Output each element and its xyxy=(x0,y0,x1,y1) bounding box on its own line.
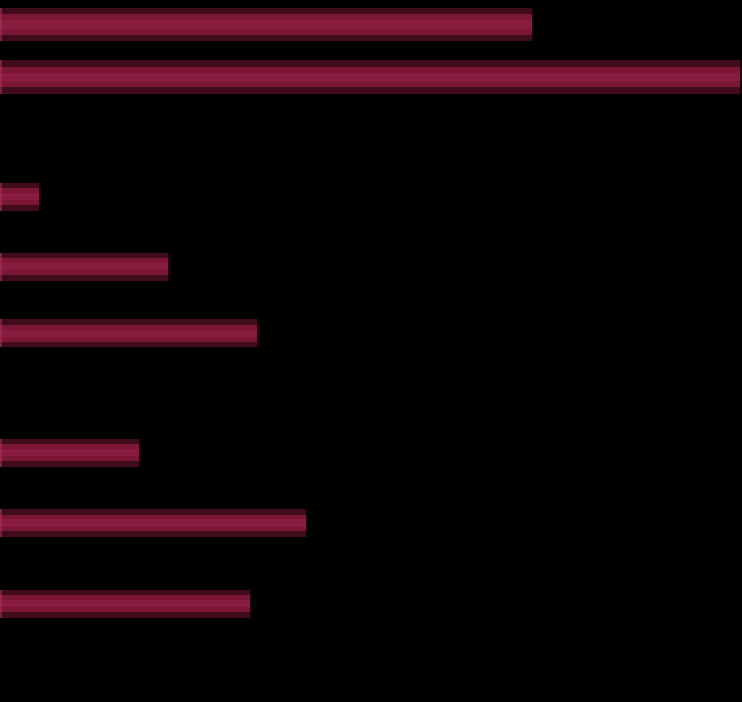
Bar xyxy=(0,20,534,29)
Bar xyxy=(0,439,2,467)
Bar xyxy=(0,319,260,325)
Bar xyxy=(0,8,2,41)
Bar xyxy=(0,319,2,347)
Bar xyxy=(0,509,2,537)
Bar xyxy=(0,60,742,67)
Bar xyxy=(0,612,252,618)
Bar xyxy=(0,461,141,467)
Bar xyxy=(0,439,141,467)
Bar xyxy=(0,34,534,41)
Bar xyxy=(0,87,742,94)
Bar xyxy=(139,439,141,467)
Bar xyxy=(740,60,742,94)
Bar xyxy=(0,509,308,537)
Bar xyxy=(0,590,2,618)
Bar xyxy=(168,253,171,281)
Bar xyxy=(0,183,41,188)
Bar xyxy=(0,590,252,595)
Bar xyxy=(0,330,260,337)
Bar xyxy=(39,183,41,211)
Bar xyxy=(0,8,534,15)
Bar xyxy=(0,439,141,444)
Bar xyxy=(0,531,308,537)
Bar xyxy=(0,590,252,618)
Bar xyxy=(0,60,2,94)
Bar xyxy=(0,519,308,526)
Bar xyxy=(0,253,2,281)
Bar xyxy=(306,509,308,537)
Bar xyxy=(0,183,2,211)
Bar xyxy=(0,73,742,81)
Bar xyxy=(0,253,171,258)
Bar xyxy=(532,8,534,41)
Bar xyxy=(0,275,171,281)
Bar xyxy=(0,60,742,94)
Bar xyxy=(0,193,41,200)
Bar xyxy=(0,205,41,211)
Bar xyxy=(0,449,141,456)
Bar xyxy=(250,590,252,618)
Bar xyxy=(0,8,534,41)
Bar xyxy=(0,253,171,281)
Bar xyxy=(0,263,171,270)
Bar xyxy=(0,183,41,211)
Bar xyxy=(0,342,260,347)
Bar xyxy=(257,319,260,347)
Bar xyxy=(0,509,308,515)
Bar xyxy=(0,319,260,347)
Bar xyxy=(0,600,252,607)
